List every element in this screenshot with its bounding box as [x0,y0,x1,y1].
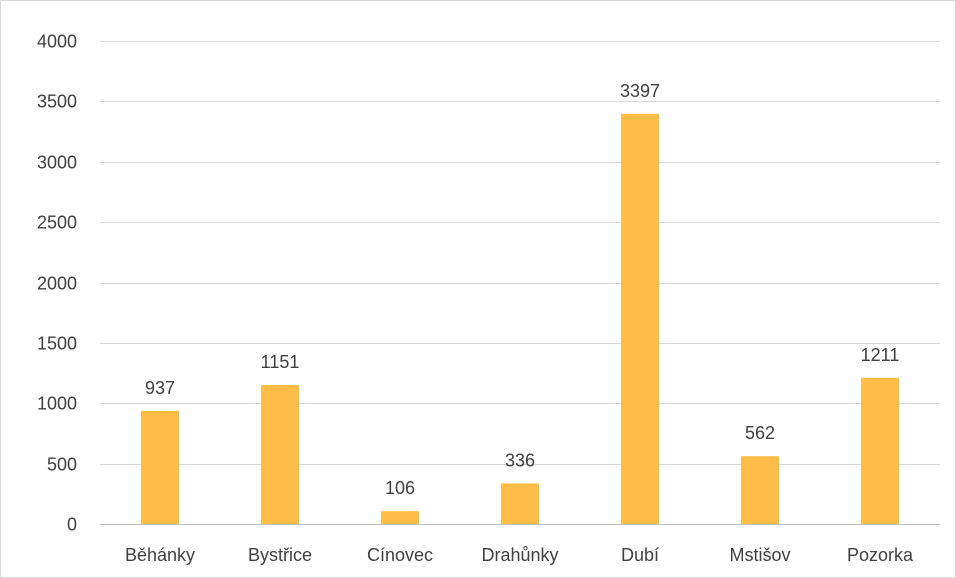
data-label: 336 [505,450,535,470]
data-labels: 937 1151 106 336 3397 562 1211 [145,81,899,498]
bar [501,483,539,524]
y-tick-label: 0 [67,515,77,535]
x-category-label: Drahůnky [481,545,558,565]
bar [861,377,899,524]
bar [381,511,419,524]
y-tick-label: 3500 [37,92,77,112]
data-label: 3397 [620,81,660,101]
data-label: 1151 [261,352,300,372]
y-tick-label: 2000 [37,274,77,294]
x-category-label: Pozorka [847,545,914,565]
x-category-label: Cínovec [367,545,433,565]
y-tick-label: 1000 [37,394,77,414]
x-category-label: Mstišov [729,545,790,565]
y-tick-label: 500 [47,455,77,475]
bars [141,113,899,524]
bar [741,456,779,524]
data-label: 1211 [861,345,900,365]
data-label: 106 [385,478,415,498]
y-tick-label: 1500 [37,334,77,354]
gridlines [100,41,940,525]
bar [261,385,299,524]
x-category-label: Dubí [621,545,659,565]
data-label: 562 [745,423,775,443]
y-tick-label: 3000 [37,153,77,173]
x-category-label: Běhánky [125,545,195,565]
bar [621,113,659,524]
bar [141,410,179,524]
data-label: 937 [145,378,175,398]
y-tick-label: 4000 [37,32,77,52]
y-tick-label: 2500 [37,213,77,233]
x-category-label: Bystřice [248,545,312,565]
x-axis-categories: Běhánky Bystřice Cínovec Drahůnky Dubí Mstišo… [125,545,914,565]
y-axis-ticks: 0 500 1000 1500 2000 2500 3000 3500 4000 [37,32,77,535]
